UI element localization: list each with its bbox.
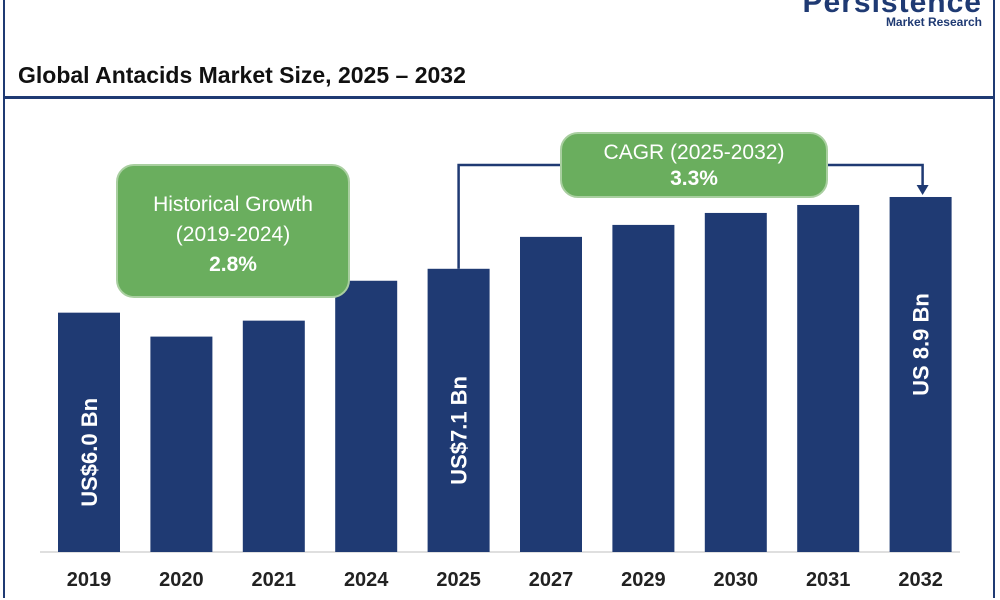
title-divider: [5, 96, 995, 99]
x-tick-label-2027: 2027: [529, 569, 574, 591]
historical-growth-label: Historical Growth: [153, 193, 313, 216]
cagr-callout: CAGR (2025-2032) 3.3%: [560, 132, 828, 198]
bar-2021: [242, 320, 305, 552]
historical-growth-value: 2.8%: [209, 253, 257, 276]
bar-2024: [335, 280, 398, 552]
x-tick-label-2025: 2025: [436, 569, 481, 591]
logo-subtitle: Market Research: [885, 15, 982, 29]
bar-2019: [58, 312, 120, 552]
data-label-2032: US 8.9 Bn: [909, 293, 934, 396]
bar-2029: [612, 224, 675, 552]
bar-2030: [704, 212, 767, 552]
x-tick-label-2031: 2031: [806, 569, 851, 591]
bar-2032: [889, 196, 952, 552]
cagr-arrow-icon: [916, 184, 929, 195]
x-tick-label-2032: 2032: [898, 569, 943, 591]
bar-2031: [797, 204, 860, 552]
historical-growth-period: (2019-2024): [175, 223, 291, 246]
x-tick-label-2021: 2021: [252, 569, 297, 591]
cagr-label: CAGR (2025-2032): [603, 141, 785, 164]
brand-logo: Persistence Market Research: [803, 0, 982, 29]
x-tick-label-2030: 2030: [714, 569, 759, 591]
logo-wordmark: Persistence: [802, 0, 982, 19]
x-tick-label-2029: 2029: [621, 569, 666, 591]
chart-frame: [3, 0, 995, 598]
data-label-2025: US$7.1 Bn: [447, 376, 472, 485]
data-label-2019: US$6.0 Bn: [77, 398, 102, 507]
chart-title: Global Antacids Market Size, 2025 – 2032: [18, 62, 466, 88]
x-tick-label-2024: 2024: [344, 569, 389, 591]
x-tick-label-2019: 2019: [67, 569, 112, 591]
bar-2027: [520, 236, 582, 552]
historical-growth-callout: Historical Growth (2019-2024) 2.8%: [116, 164, 350, 298]
cagr-value: 3.3%: [670, 167, 718, 190]
bar-2025: [427, 268, 490, 552]
x-tick-label-2020: 2020: [159, 569, 204, 591]
bar-2020: [150, 336, 213, 552]
